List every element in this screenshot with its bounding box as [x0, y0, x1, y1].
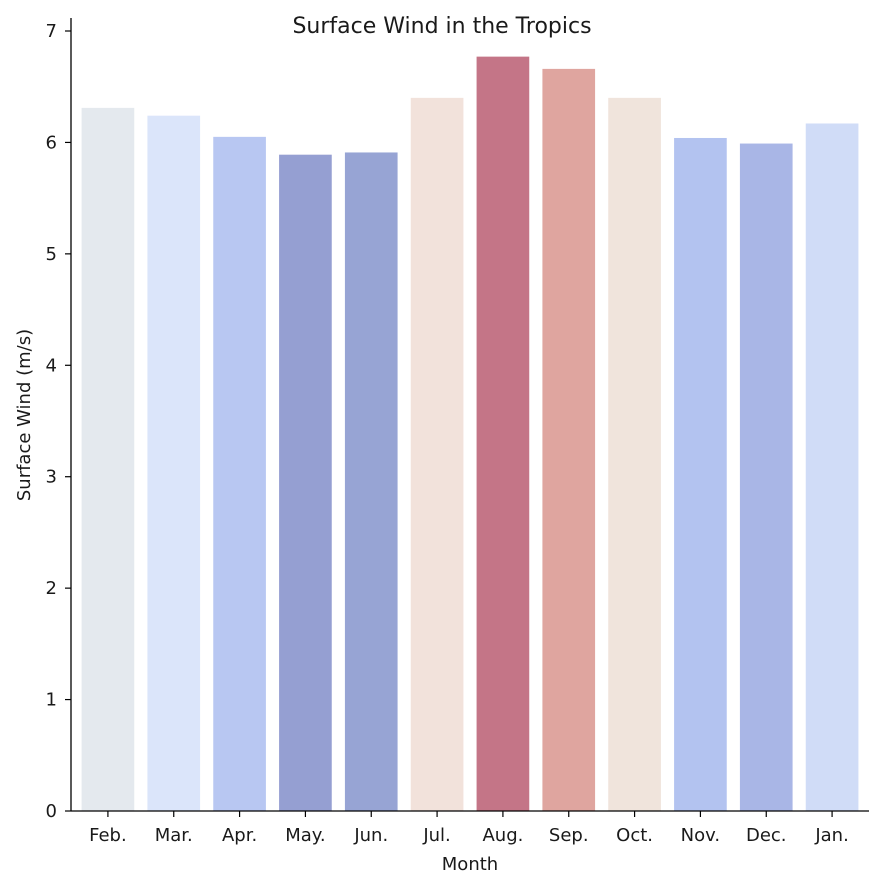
- bar-jul: [410, 97, 464, 812]
- bar-apr: [213, 136, 266, 811]
- x-tick-label: Feb.: [89, 825, 127, 846]
- x-tick-label: May.: [285, 825, 325, 846]
- y-tick-label: 3: [46, 467, 57, 488]
- x-ticks-group: Feb. Mar. Apr. May. Jun. Jul. Aug. Sep. Oct. Nov.…: [89, 811, 849, 846]
- bar-jan: [805, 123, 859, 811]
- x-tick-label: Nov.: [681, 825, 720, 846]
- y-tick-label: 7: [46, 21, 57, 42]
- x-tick-label: Apr.: [222, 825, 257, 846]
- y-tick-label: 0: [46, 801, 57, 822]
- x-tick-label: Aug.: [482, 825, 523, 846]
- y-tick-label: 1: [46, 690, 57, 711]
- bar-feb: [81, 107, 135, 811]
- x-tick-label: Dec.: [746, 825, 787, 846]
- y-tick-label: 2: [46, 578, 57, 599]
- bar-may: [279, 154, 332, 811]
- bar-nov: [674, 137, 727, 811]
- y-tick-label: 6: [46, 132, 57, 153]
- x-tick-label: Sep.: [549, 825, 589, 846]
- bar-sep: [542, 68, 596, 811]
- y-axis-label: Surface Wind (m/s): [14, 329, 35, 501]
- x-tick-label: Jun.: [353, 825, 388, 846]
- y-tick-label: 5: [46, 244, 57, 265]
- bar-jun: [344, 152, 398, 811]
- bar-dec: [739, 143, 793, 812]
- x-axis-label: Month: [442, 854, 498, 875]
- bar-mar: [147, 115, 201, 811]
- bars-group: [81, 56, 859, 812]
- bar-aug: [476, 56, 530, 812]
- y-tick-label: 4: [46, 355, 57, 376]
- x-tick-label: Oct.: [616, 825, 653, 846]
- x-tick-label: Mar.: [155, 825, 193, 846]
- bar-oct: [608, 97, 661, 812]
- chart-title: Surface Wind in the Tropics: [292, 14, 591, 39]
- x-tick-label: Jul.: [422, 825, 450, 846]
- x-tick-label: Jan.: [814, 825, 848, 846]
- y-ticks-group: 0 1 2 3 4 5 6 7: [46, 21, 71, 822]
